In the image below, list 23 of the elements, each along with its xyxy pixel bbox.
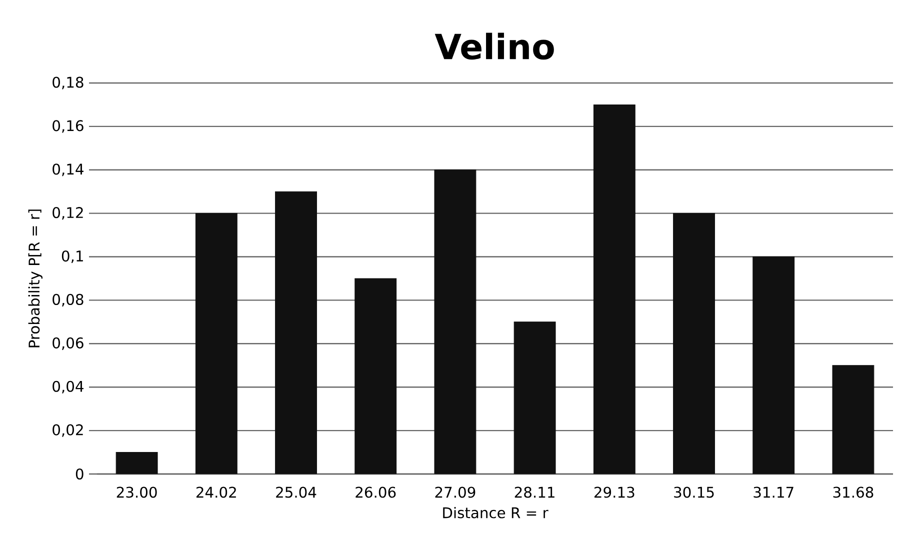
y-axis-title: Probability P[R = r] [28, 210, 42, 348]
x-axis-title: Distance R = r [443, 506, 548, 518]
x-tick-label: 27.09 [435, 486, 476, 498]
x-tick-label: 29.13 [594, 486, 634, 498]
x-tick-label: 30.15 [674, 486, 714, 498]
y-tick-label: 0,12 [52, 207, 83, 220]
y-tick-label: 0,1 [62, 250, 83, 264]
x-tick-label: 25.04 [276, 486, 316, 498]
y-tick-label: 0,02 [52, 424, 83, 437]
y-tick-label: 0 [76, 468, 84, 480]
x-tick-label: 28.11 [514, 486, 554, 498]
x-tick-label: 26.06 [356, 486, 396, 498]
y-tick-label: 0,08 [52, 294, 84, 306]
y-tick-label: 0,18 [52, 76, 84, 90]
chart-title: Velino [434, 32, 554, 60]
y-tick-label: 0,06 [52, 337, 84, 350]
x-tick-label: 23.00 [116, 486, 157, 498]
x-tick-label: 31.68 [833, 486, 874, 498]
y-tick-label: 0,04 [52, 380, 84, 394]
x-tick-label: 31.17 [754, 486, 794, 498]
y-tick-label: 0,14 [52, 164, 84, 176]
y-tick-label: 0,16 [52, 120, 84, 133]
x-tick-label: 24.02 [196, 486, 236, 498]
